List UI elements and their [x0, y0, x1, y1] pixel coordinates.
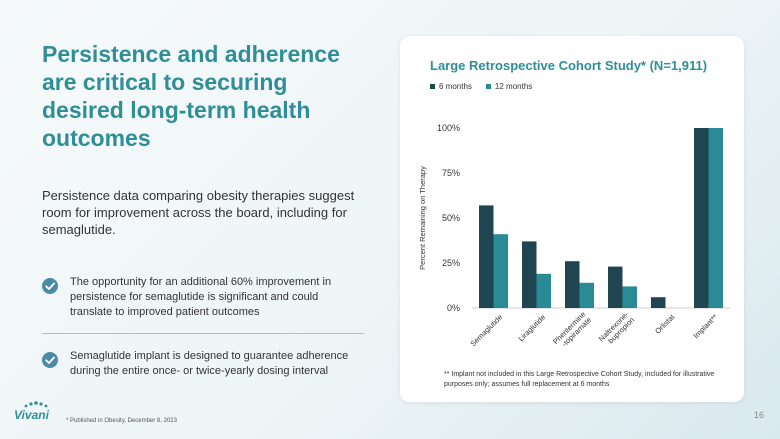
y-tick-label: 25% [442, 258, 460, 268]
bar-6-months [479, 205, 494, 308]
x-tick-label: Phentermine-topiramate [551, 310, 593, 352]
footnote: * Published in Obesity, December 8, 2023 [66, 418, 177, 424]
y-tick-label: 75% [442, 168, 460, 178]
bar-chart: Percent Remaining on Therapy 0% 25% 50% 75% 1… [418, 123, 730, 352]
bullet-text: Semaglutide implant is designed to guara… [70, 350, 349, 377]
x-tick-label: Implant** [691, 312, 719, 340]
bar-12-months [579, 282, 594, 308]
chart-title: Large Retrospective Cohort Study* (N=1,9… [430, 58, 708, 73]
y-axis-label: Percent Remaining on Therapy [418, 166, 427, 270]
bar-6-months [565, 261, 580, 308]
chart-legend: 6 months 12 months [430, 82, 532, 91]
bar-12-months [622, 286, 637, 308]
vivani-logo: Vivani [14, 401, 49, 422]
logo-text: Vivani [14, 408, 49, 422]
bullet-text: The opportunity for an additional 60% im… [70, 276, 332, 318]
y-tick-label: 100% [437, 123, 460, 133]
y-tick-label: 0% [447, 303, 460, 313]
bar-6-months [608, 266, 623, 308]
check-circle-icon [42, 352, 58, 368]
chart-footnote: ** Implant not included in this Large Re… [444, 371, 715, 388]
legend-label: 12 months [494, 82, 533, 91]
bar-6-months [694, 128, 709, 308]
y-tick-label: 50% [442, 213, 460, 223]
legend-swatch [430, 84, 435, 89]
legend-swatch [485, 84, 491, 89]
bar-12-months [493, 234, 508, 308]
bar-6-months [522, 241, 537, 308]
bar-12-months [708, 128, 723, 308]
intro-text: Persistence data comparing obesity thera… [42, 188, 355, 237]
x-tick-label: Orlistat [653, 312, 677, 336]
check-circle-icon [42, 278, 58, 294]
legend-item-12-months: 12 months [485, 82, 533, 91]
page-number: 16 [753, 410, 764, 420]
x-tick-label: Liraglutide [516, 312, 547, 343]
legend-label: 6 months [439, 82, 472, 91]
divider [42, 333, 364, 334]
bar-12-months [536, 273, 551, 308]
page-title: Persistence and adherence are critical t… [42, 41, 340, 151]
x-tick-label: Semaglutide [468, 312, 504, 348]
x-tick-label: Naltrexone-bupropion [597, 309, 637, 349]
legend-item-6-months: 6 months [430, 82, 472, 91]
bar-6-months [651, 297, 666, 308]
chart-card: Large Retrospective Cohort Study* (N=1,9… [400, 36, 744, 402]
